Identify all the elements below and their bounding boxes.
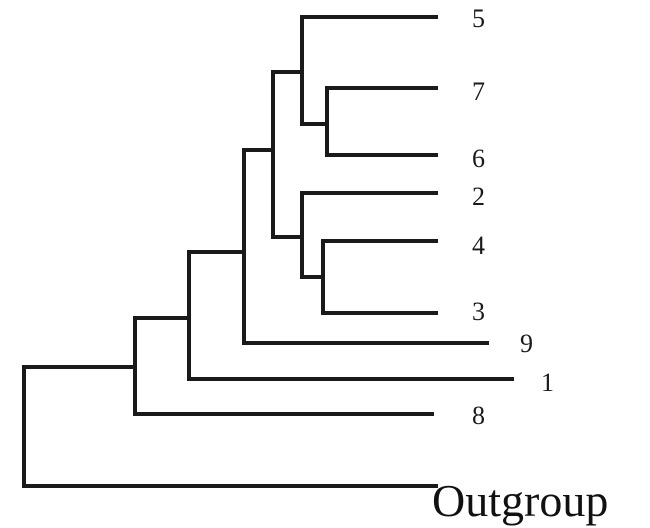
leaf-label-7: 7 (472, 77, 485, 106)
branch-root (22, 365, 438, 488)
branch-clade-with-1 (187, 250, 514, 381)
leaf-label-outgroup: Outgroup (432, 475, 608, 526)
leaf-label-6: 6 (472, 144, 485, 173)
branch-clade-7-6 (325, 86, 438, 157)
leaf-label-4: 4 (472, 231, 485, 260)
leaf-label-5: 5 (472, 4, 485, 33)
branch-clade-5-7-6 (300, 15, 438, 126)
leaf-label-3: 3 (472, 297, 485, 326)
leaf-label-1: 1 (541, 368, 554, 397)
branch-clade-4-3 (321, 239, 438, 315)
leaf-label-8: 8 (472, 401, 485, 430)
branch-clade-6-taxa (271, 70, 304, 239)
tree-branches (22, 15, 514, 488)
branch-clade-with-8 (133, 316, 434, 416)
branch-clade-with-9 (242, 148, 489, 345)
leaf-label-9: 9 (520, 329, 533, 358)
leaf-labels: 5 7 6 2 4 3 9 1 8 Outgroup (432, 4, 608, 526)
leaf-label-2: 2 (472, 182, 485, 211)
